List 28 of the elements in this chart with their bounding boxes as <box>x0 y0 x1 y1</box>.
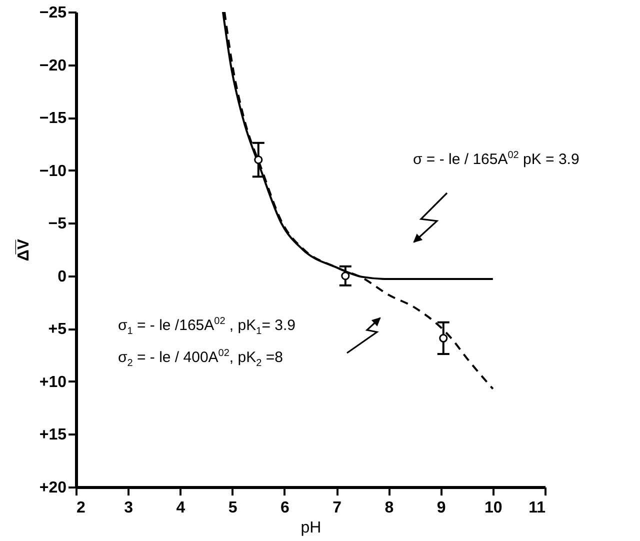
x-tick-label: 6 <box>280 500 290 516</box>
annotation: σ$_{1}$ = - le /165A$^{02}$ , pK$_{1}$= 3.9 <box>118 316 296 337</box>
x-tick-label: 7 <box>332 500 342 516</box>
point <box>439 334 448 342</box>
annotation: σ = - le / 165A$^{02}$ pK = 3.9 <box>413 150 580 168</box>
x-tick-label: 4 <box>176 500 186 516</box>
annotation: σ$_{2}$ = - le / 400A$^{02}$, pK$_{2}$ =8 <box>118 348 283 369</box>
point <box>341 272 350 280</box>
x-axis-title: pH <box>300 520 322 536</box>
x-tick-label: 5 <box>228 500 238 516</box>
y-tick-label: +20 <box>39 480 67 496</box>
y-tick-label: −10 <box>39 162 67 180</box>
x-tick-label: 8 <box>384 500 394 516</box>
point <box>254 156 263 164</box>
x-tick-label: 2 <box>76 500 86 516</box>
y-axis-title: Δ̅V̅ <box>14 238 32 262</box>
y-tick-label: +10 <box>39 374 67 391</box>
y-tick-label: −25 <box>39 4 67 22</box>
y-tick-label: +15 <box>39 426 67 444</box>
y-tick-label: 0 <box>58 268 67 286</box>
x-tick-label: 11 <box>528 500 546 516</box>
y-tick-label: +5 <box>48 321 67 338</box>
y-tick-label: −15 <box>39 110 67 128</box>
y-tick-label: −5 <box>48 216 67 233</box>
y-tick-label: −20 <box>39 57 67 74</box>
x-tick-label: 9 <box>436 500 446 516</box>
x-tick-label: 10 <box>484 500 502 516</box>
x-tick-label: 3 <box>124 500 134 516</box>
